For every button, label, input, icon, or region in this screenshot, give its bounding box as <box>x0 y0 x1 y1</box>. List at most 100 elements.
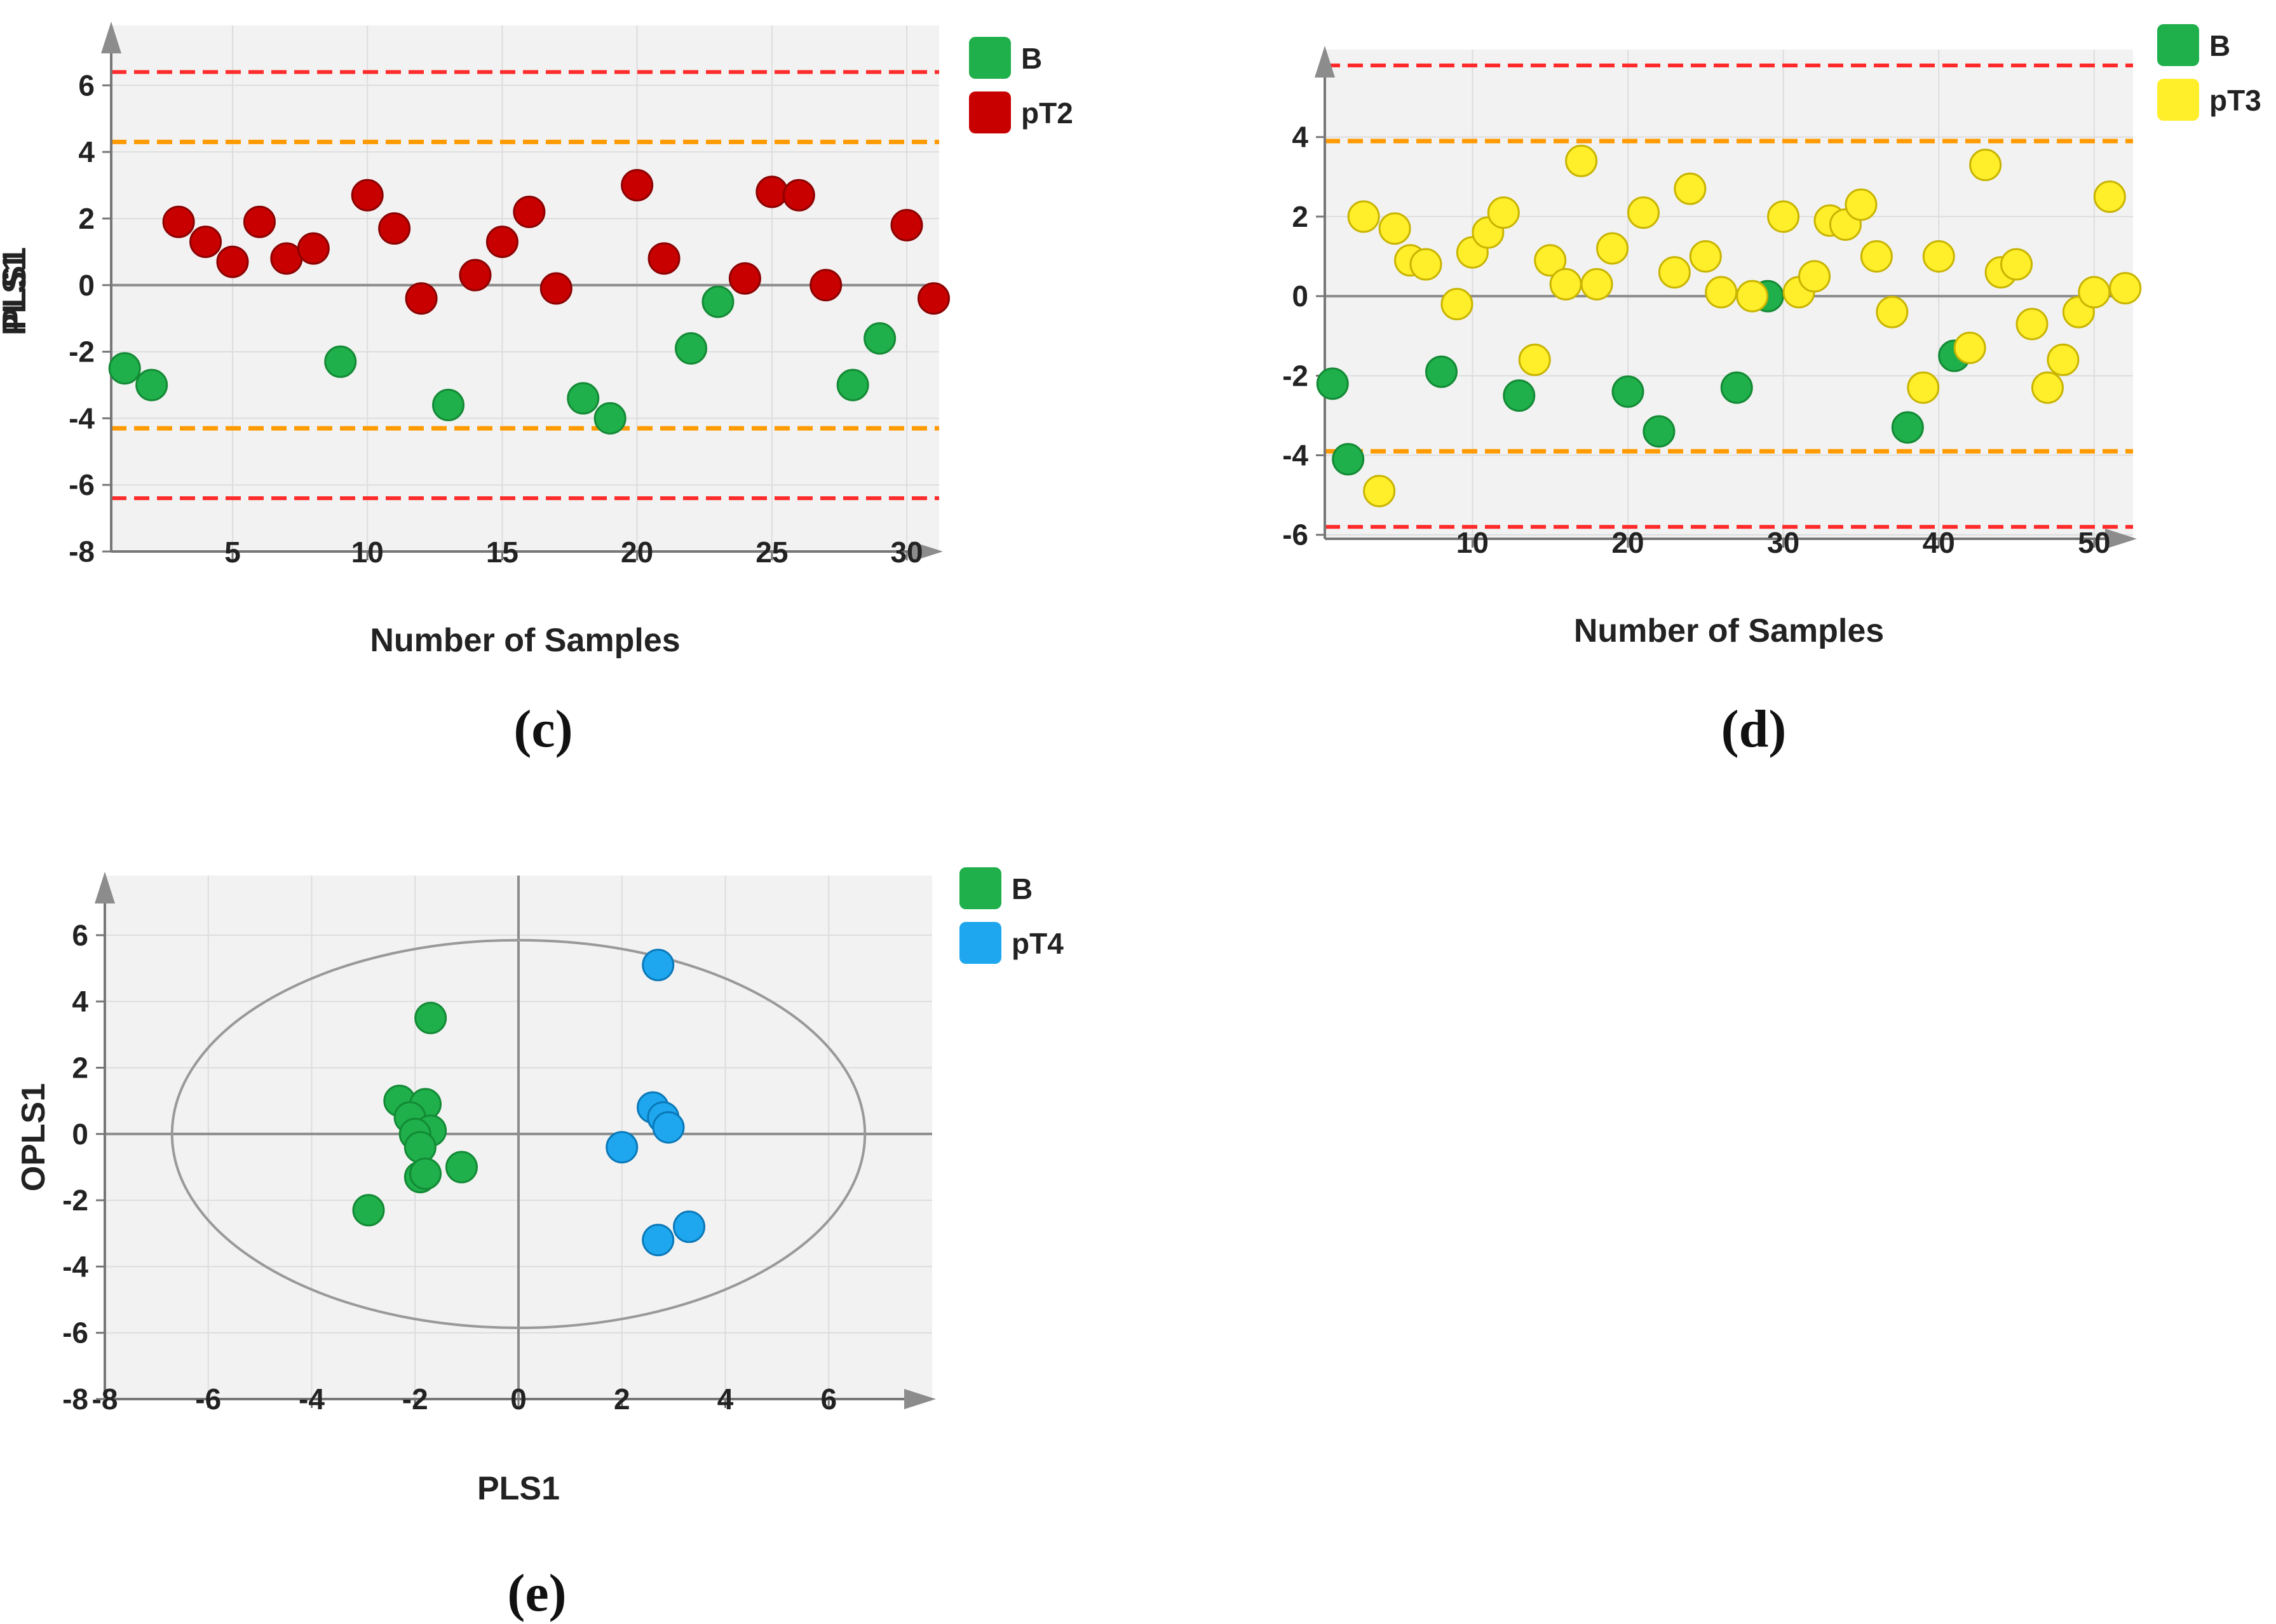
axes <box>95 872 936 1409</box>
legend-label-pt2: pT2 <box>1021 97 1073 130</box>
y-tick-label: 0 <box>78 269 95 302</box>
y-tick-label: -4 <box>69 402 95 435</box>
y-tick-label: 0 <box>1292 280 1308 313</box>
x-tick-label: 5 <box>224 536 241 569</box>
point-pt3 <box>1674 172 1707 205</box>
point-pt2 <box>890 208 923 241</box>
point-b <box>414 1001 447 1034</box>
y-tick-label: -8 <box>62 1383 88 1416</box>
x-tick-label: 30 <box>890 536 923 569</box>
point-pt2 <box>297 232 330 265</box>
y-axis-arrow-icon <box>1315 46 1335 78</box>
point-pt3 <box>1705 276 1738 309</box>
point-b <box>1720 371 1753 404</box>
data-points <box>108 169 951 435</box>
x-tick-label: -2 <box>402 1383 428 1416</box>
point-b <box>1611 375 1644 408</box>
point-b <box>352 1194 385 1227</box>
x-tick-label: 10 <box>1456 526 1489 559</box>
x-tick-label: 6 <box>820 1383 837 1416</box>
point-pt3 <box>2093 180 2126 213</box>
y-tick-label: -4 <box>1282 439 1308 472</box>
point-pt3 <box>1565 144 1598 177</box>
point-pt3 <box>2078 276 2111 309</box>
point-pt2 <box>243 205 276 238</box>
point-pt3 <box>2109 272 2142 305</box>
point-pt3 <box>1363 475 1396 508</box>
point-pt2 <box>270 242 303 275</box>
point-b <box>567 382 600 415</box>
limit-lines <box>105 876 932 1399</box>
legend-label-b: B <box>2209 29 2230 62</box>
point-pt3 <box>1487 196 1520 229</box>
x-axis-arrow-icon <box>904 1389 936 1409</box>
point-pt2 <box>513 195 546 228</box>
point-pt2 <box>216 245 249 278</box>
point-b <box>675 332 708 365</box>
point-b <box>1643 415 1676 448</box>
x-tick-label: -4 <box>299 1383 325 1416</box>
y-axis-label: PLS1 <box>0 253 33 335</box>
point-b <box>1425 355 1458 388</box>
point-pt3 <box>1907 371 1940 404</box>
point-pt3 <box>1876 295 1909 328</box>
point-b <box>409 1157 442 1190</box>
point-pt2 <box>621 169 654 202</box>
point-b <box>864 322 897 355</box>
point-pt3 <box>1767 200 1800 233</box>
x-axis-label: Number of Samples <box>1574 612 1884 649</box>
x-tick-label: 4 <box>717 1383 734 1416</box>
y-tick-label: 6 <box>78 69 95 102</box>
point-b <box>593 402 627 435</box>
point-pt2 <box>459 259 492 292</box>
point-pt2 <box>162 205 195 238</box>
y-tick-label: -6 <box>62 1316 88 1350</box>
x-tick-label: 10 <box>351 536 384 569</box>
x-tick-label: 2 <box>614 1383 630 1416</box>
legend-swatch-b <box>969 37 1011 79</box>
point-b <box>1503 379 1536 412</box>
panel-label-c: (c) <box>513 700 572 759</box>
legend-swatch-b <box>2157 24 2199 66</box>
point-pt3 <box>1549 267 1582 301</box>
point-pt3 <box>1440 288 1473 321</box>
point-b <box>836 369 869 402</box>
point-b <box>403 1131 437 1164</box>
tick-labels: 10 20 30 40 50 -6 -4 -2 0 2 4 <box>1282 121 2110 559</box>
point-pt3 <box>1596 232 1629 265</box>
x-tick-label: 20 <box>621 536 653 569</box>
x-tick-label: 25 <box>755 536 788 569</box>
point-b <box>108 352 141 385</box>
point-pt3 <box>1347 200 1380 233</box>
y-tick-label: -6 <box>69 468 95 501</box>
y-axis-label: PLS1 <box>0 247 33 330</box>
point-pt3 <box>1969 149 2002 182</box>
x-tick-label: 15 <box>486 536 518 569</box>
y-tick-label: -2 <box>1282 359 1308 392</box>
point-pt2 <box>782 179 815 212</box>
y-tick-label: 2 <box>72 1051 88 1084</box>
point-b <box>1891 411 1924 444</box>
point-pt3 <box>2047 343 2080 376</box>
point-pt3 <box>2015 308 2049 341</box>
point-pt2 <box>485 226 518 259</box>
y-tick-label: 4 <box>72 985 88 1018</box>
point-b <box>701 285 735 318</box>
point-pt3 <box>1860 240 1893 273</box>
panel-label-e: (e) <box>507 1564 566 1623</box>
legend-swatch-b <box>959 867 1001 909</box>
y-tick-label: -2 <box>69 335 95 369</box>
x-tick-label: -6 <box>195 1383 221 1416</box>
y-axis-label: OPLS1 <box>15 1083 52 1192</box>
point-pt3 <box>1580 267 1613 301</box>
legend-label-pt4: pT4 <box>1012 927 1064 960</box>
tick-labels: 5 10 15 20 25 30 -8 -6 -4 -2 0 2 4 6 <box>69 69 923 569</box>
point-pt2 <box>351 179 384 212</box>
point-pt4 <box>673 1210 706 1243</box>
data-points <box>1316 144 2142 508</box>
